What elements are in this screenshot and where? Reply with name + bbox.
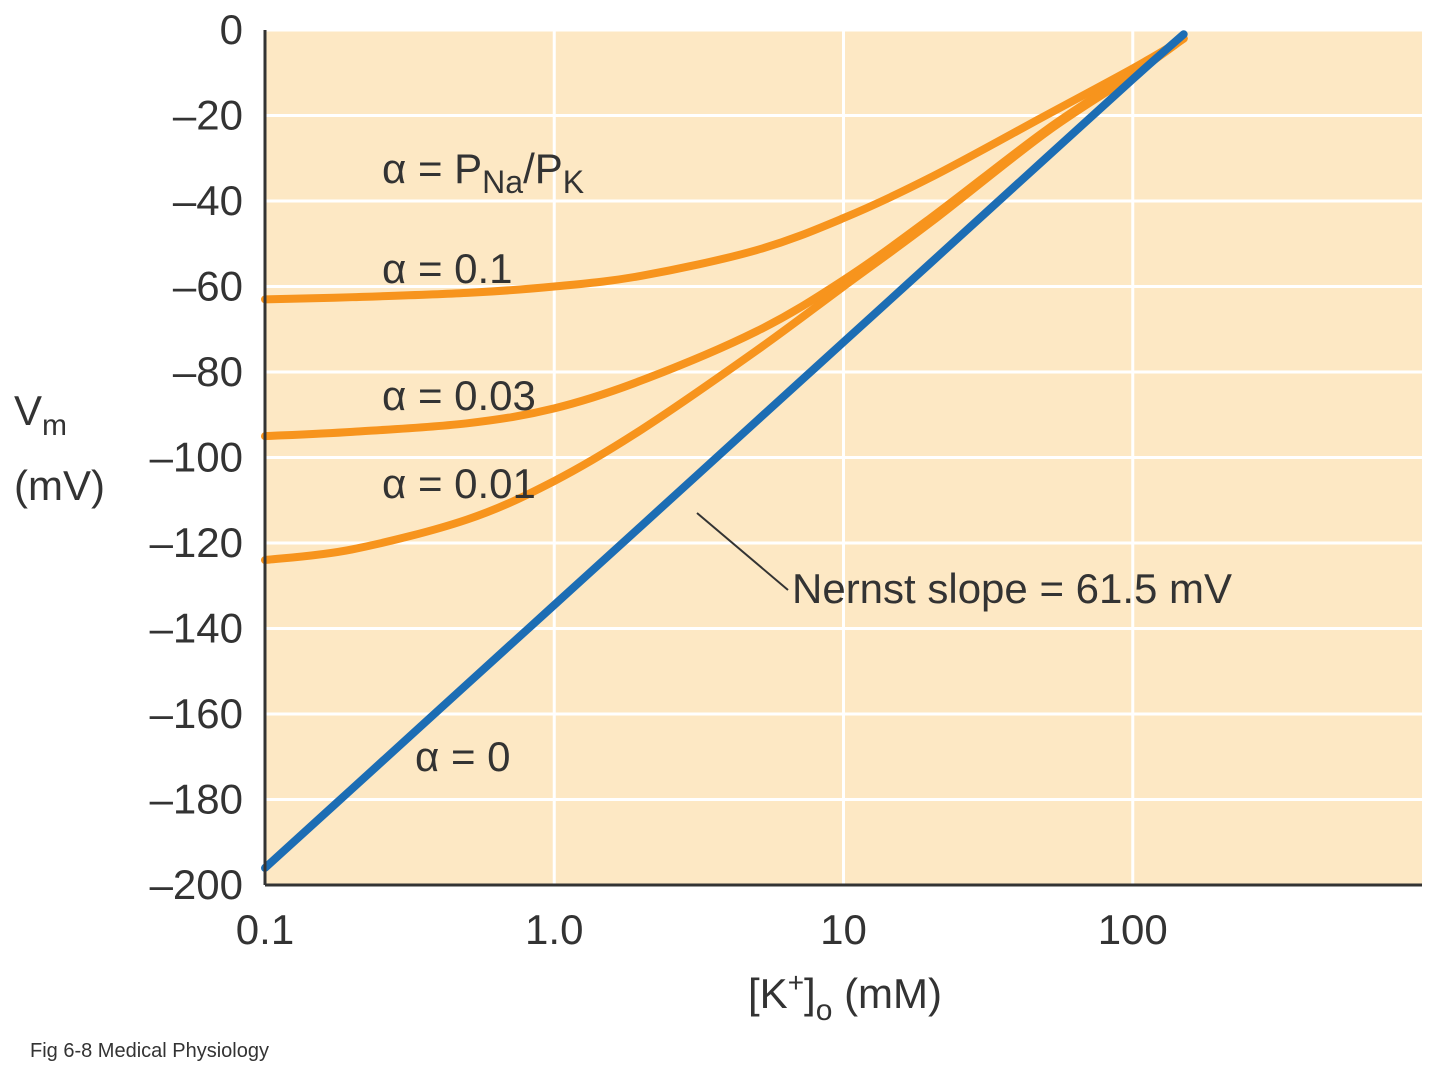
x-tick-label-0: 0.1 [236, 906, 294, 953]
x-axis-label: [K+]o (mM) [748, 967, 942, 1027]
y-tick-label-7: –140 [150, 605, 243, 652]
membrane-potential-chart: 0 –20 –40 –60 –80 –100 –120 –140 –160 –180 –2000.1… [14, 6, 1422, 1027]
series-line-2 [261, 34, 1188, 565]
x-tick-label-1: 1.0 [525, 906, 583, 953]
y-axis-unit: (mV) [14, 462, 105, 509]
y-tick-label-2: –40 [173, 177, 243, 224]
x-tick-label-2: 10 [820, 906, 867, 953]
axes [263, 30, 1422, 887]
tick-labels: 0 –20 –40 –60 –80 –100 –120 –140 –160 –180 –2000.1… [150, 6, 1168, 953]
figure-caption: Fig 6-8 Medical Physiology [30, 1040, 269, 1062]
x-tick-label-3: 100 [1098, 906, 1168, 953]
y-tick-label-10: –200 [150, 861, 243, 908]
alpha-definition-label: α = PNa/PK [382, 145, 584, 200]
series-label-alpha-0: α = 0 [415, 733, 511, 780]
series-label-alpha-0.03: α = 0.03 [382, 372, 536, 419]
y-tick-label-0: 0 [220, 6, 243, 53]
y-tick-label-3: –60 [173, 263, 243, 310]
series-line-3 [261, 30, 1188, 872]
y-tick-label-5: –100 [150, 434, 243, 481]
y-tick-label-4: –80 [173, 348, 243, 395]
series-label-alpha-0.01: α = 0.01 [382, 460, 536, 507]
grid [265, 28, 1422, 885]
y-axis-label: Vm [14, 387, 67, 442]
y-tick-label-6: –120 [150, 519, 243, 566]
nernst-slope-label: Nernst slope = 61.5 mV [792, 565, 1232, 612]
nernst-leader-line [696, 512, 789, 591]
y-tick-label-8: –160 [150, 690, 243, 737]
series-line-0 [261, 34, 1188, 304]
y-tick-label-1: –20 [173, 92, 243, 139]
series-label-alpha-0.1: α = 0.1 [382, 245, 513, 292]
y-tick-label-9: –180 [150, 776, 243, 823]
series-lines [261, 30, 1188, 872]
